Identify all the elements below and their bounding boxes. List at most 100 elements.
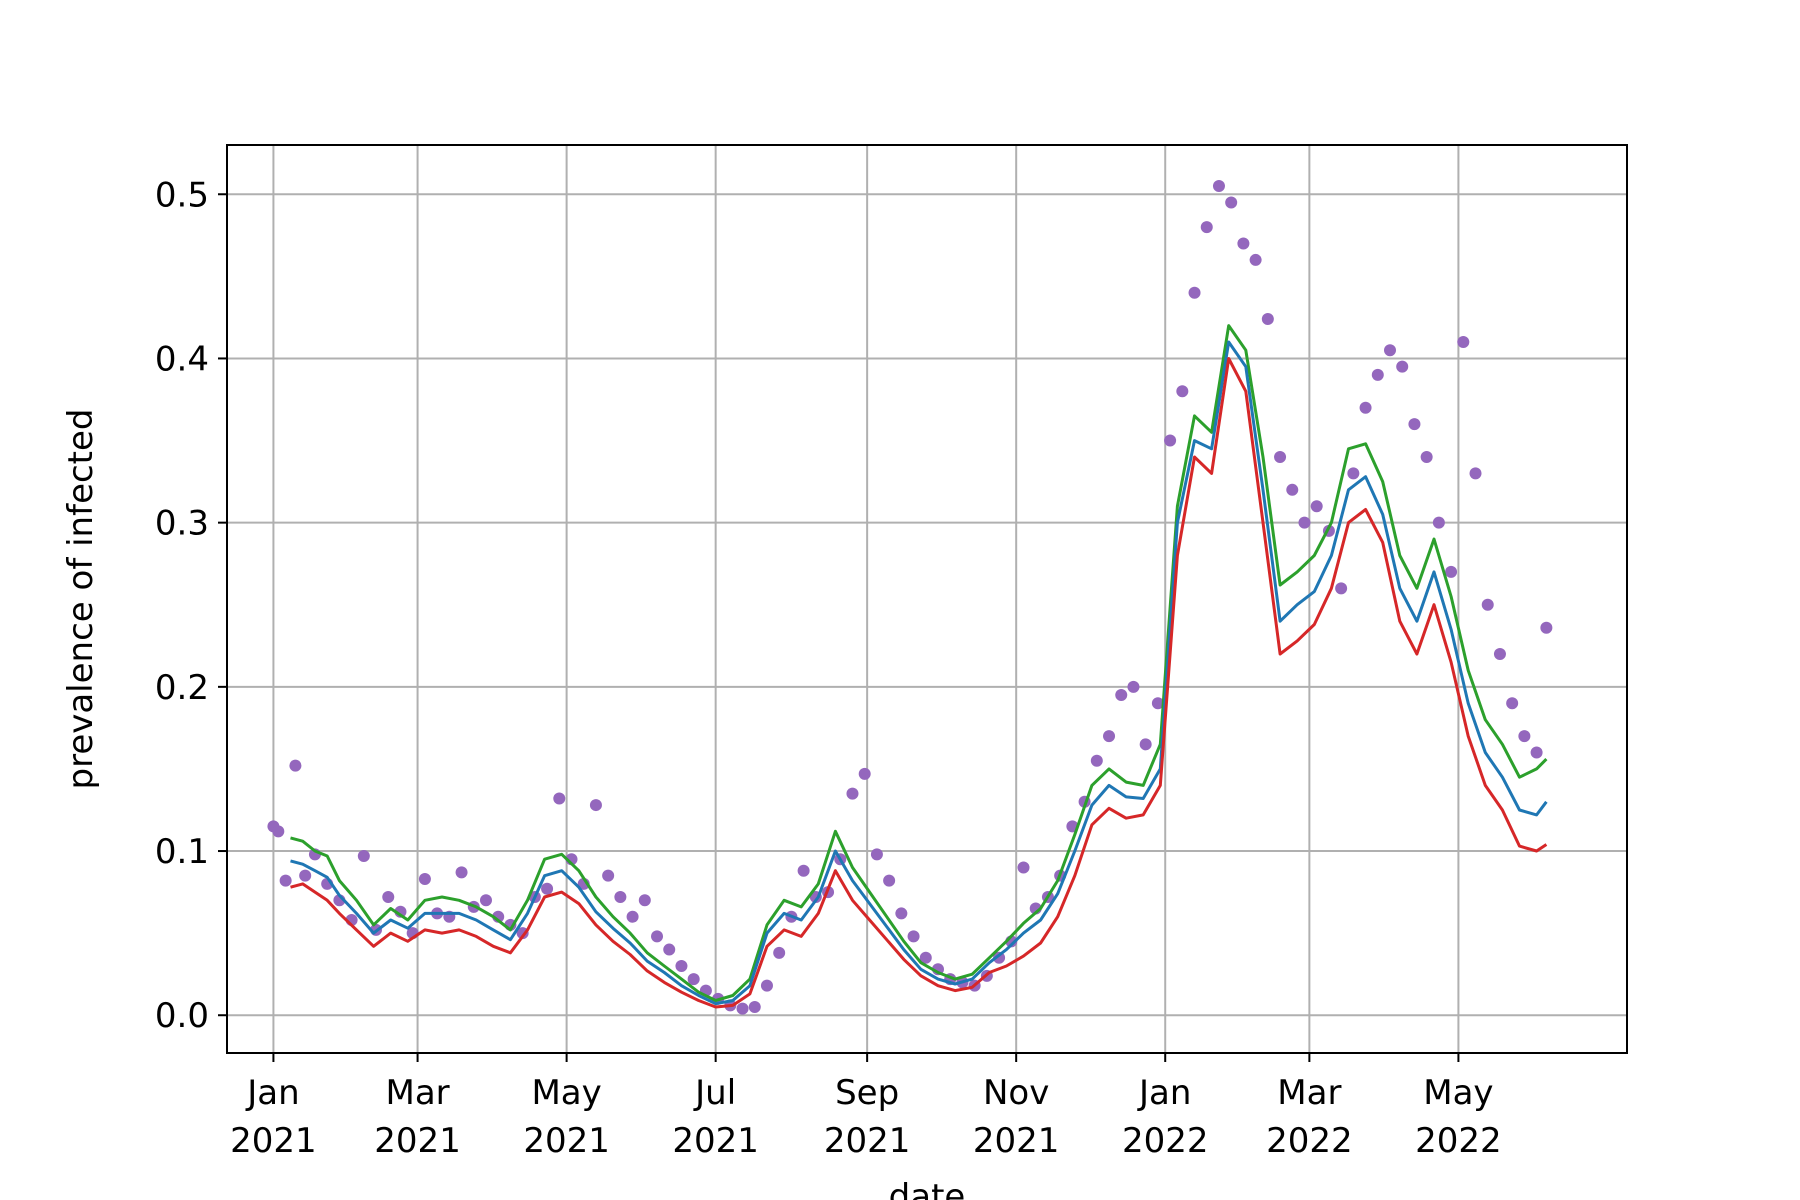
x-tick-label-year: 2021 [230, 1121, 317, 1161]
series-line-red [290, 357, 1548, 1009]
scatter-point [1530, 746, 1543, 759]
y-tick-label: 0.5 [155, 175, 209, 215]
scatter-point [589, 799, 602, 812]
scatter-point [1200, 221, 1213, 234]
y-tick-label: 0.4 [155, 339, 209, 379]
scatter-point [1457, 336, 1470, 349]
ticks: 0.0 0.1 0.2 0.3 0.4 0.5 Jan 2021 Mar 2021 May 2021 J… [155, 175, 1502, 1161]
scatter-point [1384, 344, 1397, 357]
scatter-point [919, 951, 932, 964]
x-tick-label-month: May [531, 1073, 601, 1113]
y-tick-label: 0.0 [155, 996, 209, 1036]
scatter-point [895, 907, 908, 920]
scatter-point [748, 1001, 761, 1014]
scatter-point [1420, 450, 1433, 463]
x-axis-label: date [889, 1177, 966, 1200]
scatter-point [1151, 697, 1164, 710]
scatter-point [1310, 500, 1323, 513]
scatter-point [773, 946, 786, 959]
x-tick-label-month: Jul [693, 1073, 736, 1113]
scatter-point [1188, 286, 1201, 299]
x-tick-label-month: Mar [385, 1073, 449, 1113]
scatter-point [1139, 738, 1152, 751]
scatter-point [1225, 196, 1238, 209]
series-line-blue [290, 340, 1548, 1006]
scatter-point [272, 825, 285, 838]
x-tick-label-year: 2022 [1415, 1121, 1502, 1161]
scatter-point [760, 979, 773, 992]
y-tick-label: 0.1 [155, 832, 209, 872]
scatter-point [1212, 180, 1225, 193]
scatter-point [846, 787, 859, 800]
scatter-point [1298, 516, 1311, 529]
x-tick-label-year: 2022 [1122, 1121, 1209, 1161]
x-tick-label-month: Jan [245, 1073, 299, 1113]
scatter-point [289, 759, 302, 772]
scatter-point [907, 930, 920, 943]
x-tick-label-month: Jan [1137, 1073, 1191, 1113]
y-axis-label: prevalence of infected [61, 408, 101, 789]
scatter-point [1176, 385, 1189, 398]
x-tick-label-month: Mar [1277, 1073, 1341, 1113]
scatter-point [541, 882, 554, 895]
scatter-point [1347, 467, 1360, 480]
scatter-point [1359, 401, 1372, 414]
scatter-point [1445, 565, 1458, 578]
scatter-point [357, 849, 370, 862]
scatter-point [1261, 313, 1274, 326]
scatter-point [626, 910, 639, 923]
scatter-point [1540, 621, 1553, 634]
scatter-point [1481, 598, 1494, 611]
scatter-point [675, 959, 688, 972]
scatter-point [1017, 861, 1030, 874]
scatter-point [1286, 483, 1299, 496]
x-tick-label-year: 2021 [672, 1121, 759, 1161]
scatter-point [1371, 368, 1384, 381]
scatter-point [1237, 237, 1250, 250]
x-tick-label-month: May [1423, 1073, 1493, 1113]
scatter-point [883, 874, 896, 887]
scatter-point [1249, 253, 1262, 266]
x-tick-label-year: 2022 [1266, 1121, 1353, 1161]
x-tick-label-year: 2021 [973, 1121, 1060, 1161]
scatter-point [602, 869, 615, 882]
scatter-point [1090, 754, 1103, 767]
scatter-point [1103, 730, 1116, 743]
scatter-point [479, 894, 492, 907]
scatter-point [663, 943, 676, 956]
scatter-point [1469, 467, 1482, 480]
scatter-point [1432, 516, 1445, 529]
scatter-point [382, 891, 395, 904]
scatter-point [1396, 360, 1409, 373]
scatter-point [870, 848, 883, 861]
y-tick-label: 0.3 [155, 504, 209, 544]
scatter-point [1115, 689, 1128, 702]
scatter-point [1164, 434, 1177, 447]
scatter-point [687, 973, 700, 986]
scatter-point [299, 869, 312, 882]
axes-frame [226, 144, 1628, 1054]
scatter-point [553, 792, 566, 805]
scatter-point [651, 930, 664, 943]
scatter-point [614, 891, 627, 904]
scatter-point [279, 874, 292, 887]
x-tick-label-year: 2021 [374, 1121, 461, 1161]
scatter-point [1274, 450, 1287, 463]
scatter-point [455, 866, 468, 879]
x-tick-label-month: Nov [983, 1073, 1049, 1113]
scatter-point [1493, 648, 1506, 661]
plot-area [267, 180, 1553, 1015]
scatter-point [1127, 680, 1140, 693]
scatter-point [1506, 697, 1519, 710]
scatter-point [1518, 730, 1531, 743]
y-tick-label: 0.2 [155, 668, 209, 708]
grid [227, 145, 1627, 1053]
scatter-point [1335, 582, 1348, 595]
x-tick-label-month: Sep [835, 1073, 899, 1113]
scatter-point [797, 864, 810, 877]
scatter-point [418, 872, 431, 885]
series-line-green [290, 324, 1548, 1002]
scatter-point [1408, 418, 1421, 431]
